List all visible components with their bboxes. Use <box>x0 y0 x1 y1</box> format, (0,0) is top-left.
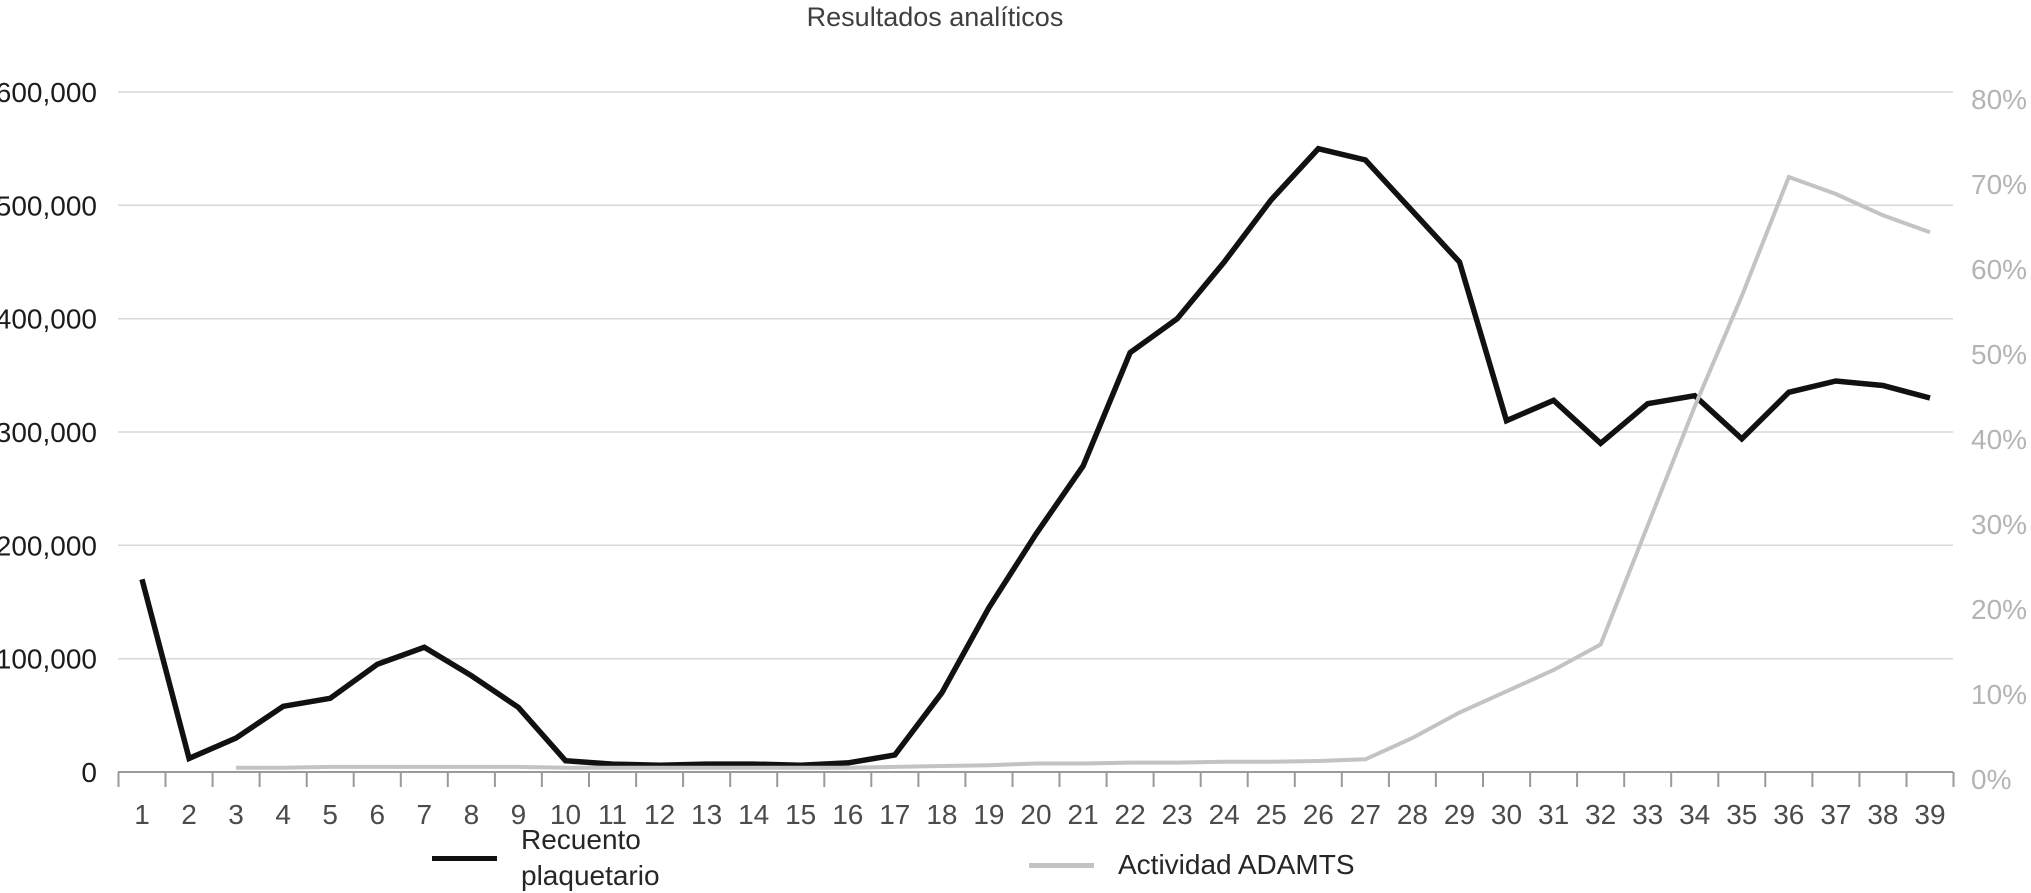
left-axis-tick-label: 100,000 <box>0 644 97 675</box>
right-axis-tick-label: 30% <box>1971 509 2027 540</box>
left-axis-tick-label: 300,000 <box>0 417 97 448</box>
x-axis-tick-label: 19 <box>973 799 1004 830</box>
right-axis-tick-label: 70% <box>1971 169 2027 200</box>
chart-legend: Recuento plaquetario Actividad ADAMTS <box>0 822 2031 893</box>
x-axis-tick-label: 16 <box>832 799 863 830</box>
x-axis-tick-label: 3 <box>228 799 244 830</box>
x-axis-tick-label: 2 <box>181 799 197 830</box>
right-axis-tick-label: 10% <box>1971 679 2027 710</box>
x-axis-tick-label: 39 <box>1914 799 1945 830</box>
x-axis-tick-label: 36 <box>1773 799 1804 830</box>
x-axis-tick-label: 1 <box>134 799 150 830</box>
x-axis-tick-label: 6 <box>370 799 386 830</box>
x-axis-tick-label: 12 <box>644 799 675 830</box>
x-axis-tick-label: 38 <box>1867 799 1898 830</box>
x-axis-tick-label: 37 <box>1820 799 1851 830</box>
legend-item-recuento: Recuento plaquetario <box>432 822 689 893</box>
x-axis-tick-label: 30 <box>1491 799 1522 830</box>
gray-line-swatch-icon <box>1029 862 1094 868</box>
x-axis-tick-label: 10 <box>550 799 581 830</box>
legend-label-adamts: Actividad ADAMTS <box>1118 849 1355 880</box>
right-axis-tick-label: 0% <box>1971 764 2011 795</box>
x-axis-tick-label: 13 <box>691 799 722 830</box>
x-axis-tick-label: 4 <box>275 799 291 830</box>
x-axis-tick-label: 15 <box>785 799 816 830</box>
x-axis-tick-label: 32 <box>1585 799 1616 830</box>
right-axis-tick-label: 60% <box>1971 254 2027 285</box>
x-axis-tick-label: 7 <box>417 799 433 830</box>
left-axis-tick-label: 200,000 <box>0 530 97 561</box>
x-axis-tick-label: 35 <box>1726 799 1757 830</box>
x-axis-tick-label: 34 <box>1679 799 1710 830</box>
x-axis-tick-label: 28 <box>1397 799 1428 830</box>
right-axis-tick-label: 50% <box>1971 339 2027 370</box>
left-axis-tick-label: 0 <box>81 757 97 788</box>
x-axis-tick-label: 31 <box>1538 799 1569 830</box>
right-axis-tick-label: 80% <box>1971 84 2027 115</box>
black-line-swatch-icon <box>432 855 497 861</box>
x-axis-tick-label: 14 <box>738 799 769 830</box>
chart-title: Resultados analíticos <box>806 2 1064 32</box>
x-axis-tick-label: 20 <box>1020 799 1051 830</box>
x-axis-tick-label: 11 <box>598 799 627 830</box>
left-axis-tick-label: 500,000 <box>0 190 97 221</box>
left-axis-tick-label: 600,000 <box>0 77 97 108</box>
x-axis-tick-label: 8 <box>464 799 480 830</box>
series-line-recuento-plaquetario <box>139 145 1931 768</box>
x-axis-tick-label: 9 <box>511 799 527 830</box>
legend-item-adamts: Actividad ADAMTS <box>1029 847 1355 883</box>
x-axis-tick-label: 23 <box>1162 799 1193 830</box>
x-axis-tick-label: 25 <box>1256 799 1287 830</box>
x-axis-tick-label: 26 <box>1303 799 1334 830</box>
left-axis-tick-label: 400,000 <box>0 304 97 335</box>
legend-label-recuento: Recuento plaquetario <box>521 824 660 891</box>
x-axis-tick-label: 22 <box>1115 799 1146 830</box>
right-axis-tick-label: 40% <box>1971 424 2027 455</box>
x-axis-tick-label: 18 <box>926 799 957 830</box>
x-axis-tick-label: 17 <box>879 799 910 830</box>
series-line-actividad-adamts <box>236 174 1931 770</box>
x-axis-tick-label: 21 <box>1068 799 1099 830</box>
x-axis-tick-label: 5 <box>322 799 338 830</box>
x-axis-tick-label: 33 <box>1632 799 1663 830</box>
x-axis-tick-label: 24 <box>1209 799 1240 830</box>
right-axis-tick-label: 20% <box>1971 594 2027 625</box>
x-axis-tick-label: 27 <box>1350 799 1381 830</box>
x-axis-tick-label: 29 <box>1444 799 1475 830</box>
